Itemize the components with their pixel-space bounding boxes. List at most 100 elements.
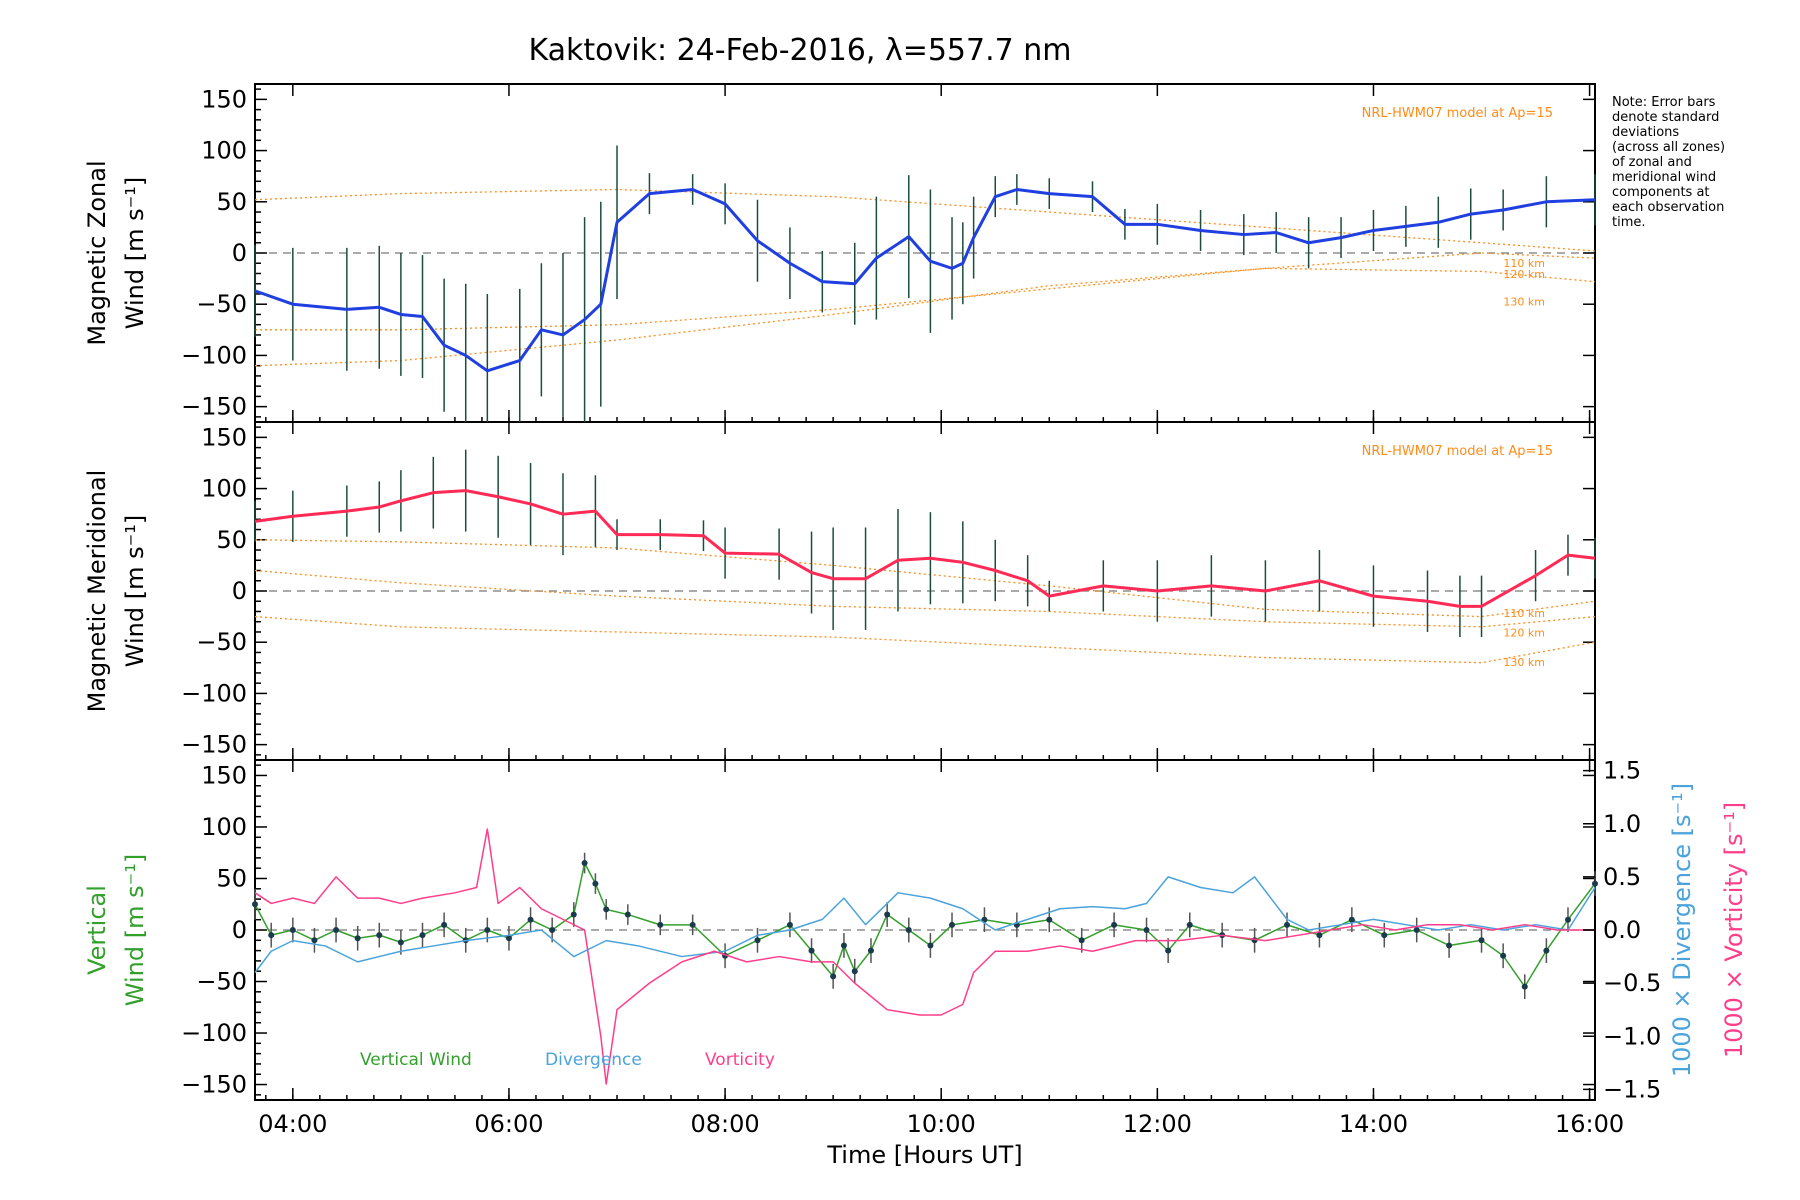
data-point: [1446, 942, 1453, 949]
data-point: [354, 935, 361, 942]
series-line-vertical-wind: [254, 862, 1596, 988]
data-point: [1046, 916, 1053, 923]
x-tick-label: 08:00: [690, 1110, 759, 1138]
legend-vorticity: Vorticity: [705, 1050, 775, 1070]
data-point: [603, 906, 610, 913]
data-point: [268, 932, 275, 939]
data-point: [397, 939, 404, 946]
series-line-vorticity: [254, 828, 1595, 1085]
x-tick-label: 04:00: [258, 1110, 327, 1138]
data-point: [905, 927, 912, 933]
y-tick-label: −150: [181, 731, 247, 759]
data-point: [1078, 937, 1085, 944]
note-line: each observation: [1612, 200, 1724, 215]
data-point: [830, 973, 837, 980]
data-point: [949, 921, 956, 928]
y-tick-label: −50: [196, 628, 247, 656]
data-point: [484, 927, 491, 933]
svg-text:Magnetic Meridional: Magnetic Meridional: [83, 470, 111, 713]
note-line: time.: [1612, 215, 1646, 230]
series-line-divergence: [254, 876, 1596, 973]
note-line: deviations: [1612, 125, 1679, 140]
y-tick-label: 0: [232, 239, 247, 267]
y2-tick-label: 0.0: [1603, 916, 1641, 944]
data-point: [927, 942, 934, 949]
data-point: [289, 927, 296, 933]
svg-text:Wind [m s⁻¹]: Wind [m s⁻¹]: [121, 177, 149, 329]
data-point: [624, 911, 631, 918]
data-point: [376, 932, 383, 939]
data-point: [1478, 937, 1485, 944]
chart-title: Kaktovik: 24-Feb-2016, λ=557.7 nm: [528, 33, 1071, 68]
y-tick-label: 50: [216, 864, 247, 892]
model-curve-110km: [254, 188, 1596, 252]
y-tick-label: 100: [201, 137, 247, 165]
y-tick-label: 0: [232, 577, 247, 605]
y-tick-label: −50: [196, 290, 247, 318]
data-point: [419, 932, 426, 939]
data-point: [689, 921, 696, 928]
data-point: [333, 927, 340, 933]
vertical-wind-panel: 150 100 50 0 −50 −100 −150 1.5 1.0 0.5 0.0 −0.5 −1.0…: [181, 757, 1661, 1138]
x-tick-label: 14:00: [1339, 1110, 1408, 1138]
meridional-wind-panel: 150 100 50 0 −50 −100 −150 110 km 120 km 130 km NR…: [181, 422, 1596, 760]
data-point: [527, 916, 534, 923]
data-point: [754, 937, 761, 944]
y2-tick-label: 1.5: [1603, 757, 1641, 785]
data-point: [884, 911, 891, 918]
y-tick-label: 150: [201, 85, 247, 113]
y-tick-label: −100: [181, 1019, 247, 1047]
y-tick-label: 100: [201, 475, 247, 503]
data-point: [808, 947, 815, 954]
y-tick-label: 150: [201, 761, 247, 789]
model-curve-120km: [255, 252, 1596, 331]
model-curve-110km: [254, 539, 1596, 618]
svg-text:Magnetic Zonal: Magnetic Zonal: [83, 160, 111, 345]
data-point: [441, 921, 448, 928]
data-point: [1413, 927, 1420, 933]
svg-text:Vertical: Vertical: [83, 885, 111, 975]
y2-tick-label: −0.5: [1603, 969, 1661, 997]
svg-text:1000 × Divergence [s⁻¹]: 1000 × Divergence [s⁻¹]: [1668, 783, 1696, 1077]
data-point: [1186, 921, 1193, 928]
altitude-label: 130 km: [1503, 656, 1545, 669]
data-point: [1543, 947, 1550, 954]
y-tick-label: 0: [232, 916, 247, 944]
x-axis-label: Time [Hours UT]: [826, 1141, 1022, 1169]
note-line: meridional wind: [1612, 170, 1716, 185]
data-point: [657, 921, 664, 928]
data-point: [570, 911, 577, 918]
data-point: [1165, 947, 1172, 954]
y-tick-label: −100: [181, 341, 247, 369]
data-point: [786, 921, 793, 928]
data-point: [1284, 921, 1291, 928]
altitude-label: 130 km: [1503, 296, 1545, 309]
data-point: [581, 860, 588, 867]
y2-tick-label: −1.5: [1603, 1075, 1661, 1103]
data-point: [1500, 952, 1507, 959]
data-point: [1316, 932, 1323, 939]
data-point: [1564, 916, 1571, 923]
y-tick-label: 50: [216, 526, 247, 554]
model-label: NRL-HWM07 model at Ap=15: [1362, 106, 1553, 121]
y2-tick-label: 1.0: [1603, 810, 1641, 838]
data-point: [252, 901, 258, 908]
note-line: of zonal and: [1612, 155, 1692, 170]
vorticity-axis-label: 1000 × Vorticity [s⁻¹]: [1720, 802, 1748, 1058]
note-line: Note: Error bars: [1612, 95, 1716, 110]
svg-text:Wind [m s⁻¹]: Wind [m s⁻¹]: [121, 854, 149, 1006]
y-tick-label: −150: [181, 1071, 247, 1099]
y-tick-label: −150: [181, 393, 247, 421]
meridional-ylabel: Magnetic Meridional Wind [m s⁻¹]: [83, 470, 149, 713]
data-point: [1111, 921, 1118, 928]
legend-vertical-wind: Vertical Wind: [360, 1050, 472, 1070]
data-point: [840, 942, 847, 949]
altitude-label: 120 km: [1503, 268, 1545, 281]
model-label: NRL-HWM07 model at Ap=15: [1362, 444, 1553, 459]
y-tick-label: −100: [181, 679, 247, 707]
note-line: components at: [1612, 185, 1710, 200]
legend-divergence: Divergence: [545, 1050, 642, 1070]
